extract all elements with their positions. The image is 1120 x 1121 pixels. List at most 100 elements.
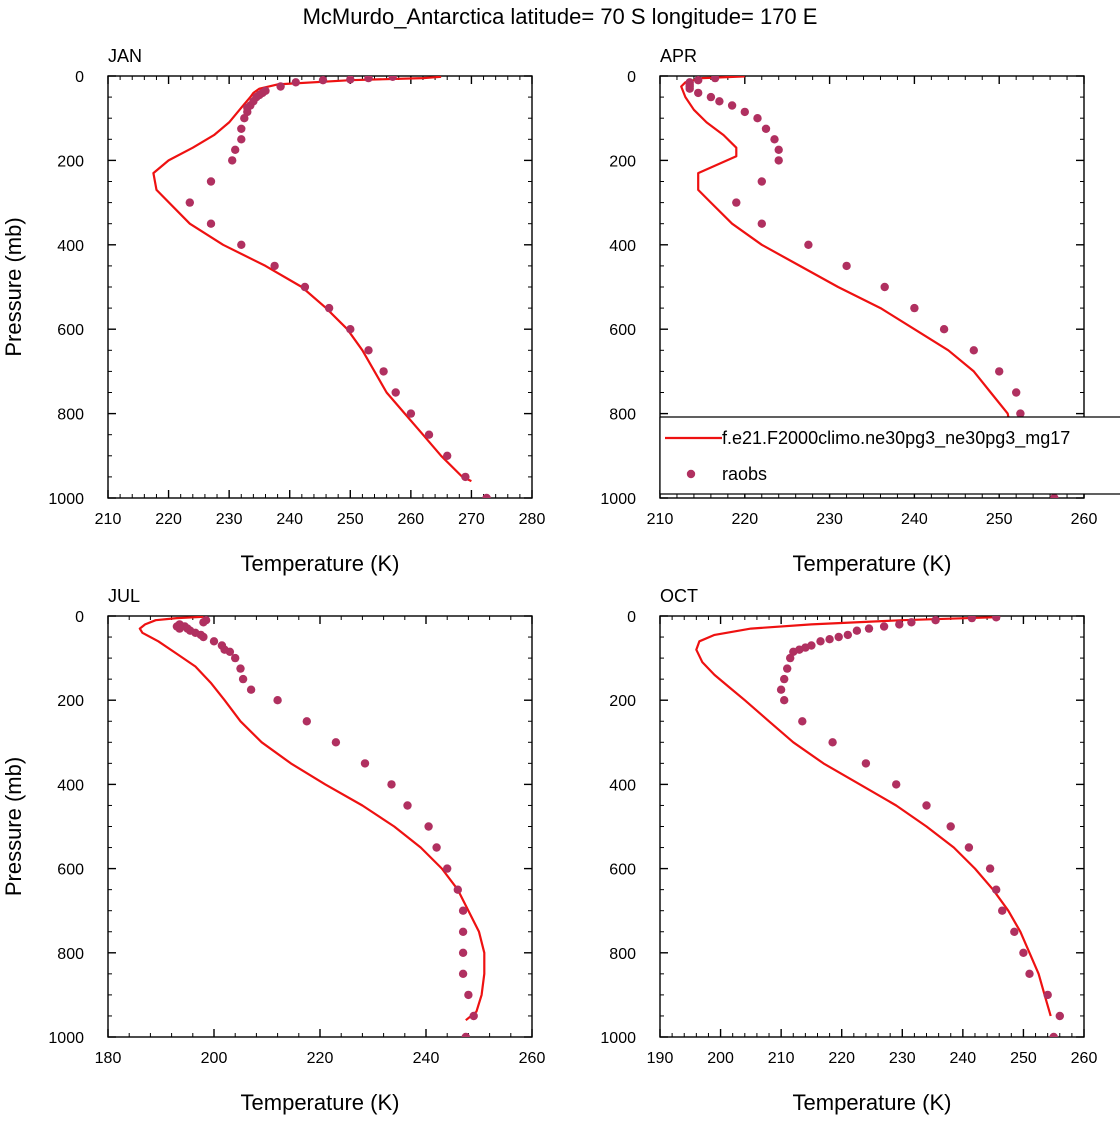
- raobs-point: [379, 367, 388, 376]
- raobs-point: [364, 76, 373, 83]
- x-axis-title: Temperature (K): [241, 551, 400, 576]
- raobs-point: [757, 177, 766, 186]
- y-tick-label: 200: [609, 153, 636, 170]
- raobs-point: [302, 717, 311, 726]
- raobs-point: [1055, 1011, 1065, 1021]
- x-axis-title: Temperature (K): [241, 1090, 400, 1115]
- panel-label: APR: [660, 46, 697, 66]
- y-tick-label: 1000: [600, 491, 636, 508]
- raobs-point: [1049, 1032, 1058, 1037]
- x-tick-label: 210: [768, 1050, 795, 1067]
- panel-label: JUL: [108, 586, 140, 606]
- y-tick-label: 200: [57, 693, 84, 710]
- raobs-point: [780, 696, 789, 705]
- raobs-point: [804, 240, 813, 249]
- raobs-point: [946, 822, 955, 831]
- y-tick-label: 200: [609, 693, 636, 710]
- raobs-point: [922, 801, 931, 810]
- y-tick-label: 1000: [48, 1030, 84, 1047]
- raobs-point: [879, 622, 889, 631]
- raobs-point: [464, 990, 473, 1000]
- raobs-point: [861, 759, 871, 768]
- x-tick-label: 220: [731, 511, 758, 528]
- y-tick-label: 1000: [600, 1030, 636, 1047]
- raobs-point: [998, 906, 1007, 915]
- raobs-point: [774, 156, 783, 165]
- raobs-point: [992, 885, 1001, 894]
- raobs-point: [1043, 990, 1052, 1000]
- raobs-point: [895, 620, 904, 629]
- y-tick-label: 200: [57, 153, 84, 170]
- raobs-point: [761, 124, 771, 133]
- y-axis-title: Pressure (mb): [1, 217, 26, 356]
- raobs-point: [238, 674, 248, 684]
- raobs-point: [246, 685, 256, 694]
- raobs-point: [685, 78, 694, 87]
- y-tick-label: 1000: [48, 491, 84, 508]
- legend-background: [660, 417, 1120, 494]
- legend: f.e21.F2000climo.ne30pg3_ne30pg3_mg17rao…: [659, 416, 1120, 495]
- raobs-point: [461, 1032, 470, 1037]
- y-tick-label: 800: [57, 946, 84, 963]
- raobs-point: [387, 780, 396, 789]
- x-tick-label: 240: [413, 1050, 440, 1067]
- raobs-point: [360, 759, 370, 768]
- raobs-point: [706, 92, 716, 102]
- raobs-point: [469, 1011, 478, 1021]
- raobs-point: [1050, 493, 1059, 498]
- x-tick-label: 240: [950, 1050, 977, 1067]
- raobs-point: [270, 261, 279, 271]
- raobs-point: [880, 282, 889, 292]
- x-tick-label: 240: [901, 511, 928, 528]
- raobs-point: [391, 388, 400, 397]
- raobs-point: [807, 641, 816, 650]
- x-tick-label: 200: [707, 1050, 734, 1067]
- y-tick-label: 600: [609, 322, 636, 339]
- raobs-point: [727, 101, 737, 110]
- plot-frame: [107, 615, 533, 1038]
- raobs-point: [403, 801, 412, 810]
- raobs-point: [273, 696, 282, 705]
- legend-marker-swatch: [686, 469, 696, 479]
- y-tick-label: 400: [609, 777, 636, 794]
- x-tick-label: 260: [519, 1050, 546, 1067]
- raobs-point: [228, 156, 237, 165]
- raobs-point: [852, 626, 862, 635]
- chart-panel-apr: APR 210 220 230 240 250 260 0 200 400 600 800 1000 Te…: [600, 46, 1097, 576]
- raobs-point: [774, 145, 783, 154]
- y-tick-label: 0: [627, 69, 636, 86]
- raobs-point: [834, 632, 843, 642]
- legend-label-raobs: raobs: [722, 464, 767, 484]
- raobs-point: [324, 303, 334, 313]
- legend-label-model: f.e21.F2000climo.ne30pg3_ne30pg3_mg17: [722, 428, 1070, 449]
- raobs-point: [346, 325, 355, 334]
- y-tick-label: 400: [57, 238, 84, 255]
- raobs-point: [732, 198, 741, 207]
- raobs-point: [443, 451, 452, 460]
- raobs-point: [694, 88, 703, 98]
- model-series-line: [152, 76, 472, 483]
- data-layer: [695, 616, 1065, 1037]
- raobs-point: [992, 616, 1001, 622]
- raobs-point: [969, 346, 978, 355]
- y-tick-label: 800: [609, 407, 636, 424]
- x-tick-label: 220: [155, 511, 182, 528]
- y-tick-label: 0: [75, 69, 84, 86]
- raobs-point: [842, 261, 851, 271]
- x-tick-label: 260: [1071, 511, 1098, 528]
- panel-label: OCT: [660, 586, 698, 606]
- raobs-point: [331, 738, 341, 747]
- raobs-point: [825, 635, 834, 644]
- x-tick-label: 260: [398, 511, 425, 528]
- y-tick-label: 0: [627, 609, 636, 626]
- x-tick-label: 250: [1010, 1050, 1037, 1067]
- x-tick-label: 230: [889, 1050, 916, 1067]
- y-tick-label: 600: [57, 862, 84, 879]
- y-tick-label: 800: [609, 946, 636, 963]
- raobs-point: [346, 76, 355, 84]
- raobs-point: [995, 367, 1004, 376]
- raobs-point: [828, 738, 837, 747]
- raobs-point: [209, 637, 219, 646]
- y-tick-label: 400: [609, 238, 636, 255]
- raobs-point: [291, 78, 300, 87]
